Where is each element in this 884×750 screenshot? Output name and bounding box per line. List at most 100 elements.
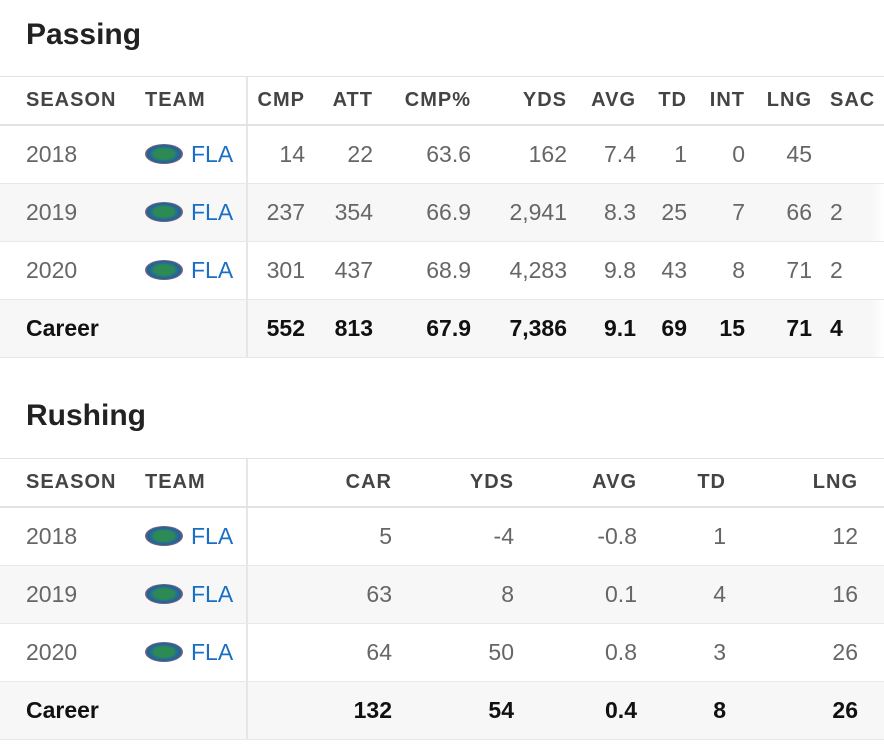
team-abbr[interactable]: FLA [191,523,234,549]
team-abbr[interactable]: FLA [191,639,234,665]
career-row-lng: 71 [786,315,812,341]
column-divider [246,184,248,241]
header-row-yds: YDS [522,89,567,111]
career-row-td: 69 [661,315,687,341]
header-row-avg: AVG [591,89,636,111]
column-divider [246,624,248,681]
table-row-lng: 16 [832,581,858,607]
column-divider [246,682,248,739]
team-link[interactable]: FLA [145,126,233,183]
table-row: 2018 FLA 14 22 63.6 162 7.4 1 0 45 [0,126,884,184]
table-row-lng: 71 [786,257,812,283]
scroll-fade [872,300,884,357]
table-row: 2018 FLA 5 -4 -0.8 1 12 [0,508,884,566]
table-row-int: 7 [732,199,745,225]
table-row-att: 437 [334,257,373,283]
column-divider [246,126,248,183]
career-row-sac: 4 [830,315,843,341]
header-row-team: TEAM [145,89,206,111]
gators-logo-icon [145,525,183,546]
table-row-lng: 45 [786,141,812,167]
rushing-title: Rushing [26,399,146,432]
career-row-yds: 54 [488,697,514,723]
team-abbr[interactable]: FLA [191,581,234,607]
career-row-avg: 9.1 [604,315,636,341]
column-divider [246,459,248,506]
column-divider [246,508,248,565]
table-row-cmp: 14 [279,141,305,167]
table-row-sac: 2 [830,199,843,225]
team-abbr[interactable]: FLA [191,199,234,225]
table-row-yds: 8 [501,581,514,607]
career-row-yds: 7,386 [509,315,567,341]
table-row: 2020 FLA 301 437 68.9 4,283 9.8 43 8 71 2 [0,242,884,300]
gators-logo-icon [145,641,183,662]
header-row-season: SEASON [26,471,117,493]
table-row-lng: 26 [832,639,858,665]
header-row-td: TD [697,471,726,493]
header-row-int: INT [709,89,745,111]
header-row-sac: SAC [830,89,876,111]
table-row-avg: -0.8 [597,523,637,549]
header-row-cmp-pct: CMP% [404,89,471,111]
header-row-lng: LNG [766,89,812,111]
header-row-team: TEAM [145,471,206,493]
table-row-yds: 2,941 [509,199,567,225]
table-row-cmp-pct: 68.9 [426,257,471,283]
table-row-season: 2019 [26,581,78,607]
career-row: Career 132 54 0.4 8 26 [0,682,884,740]
career-row-cmp: 552 [266,315,305,341]
table-row-yds: 4,283 [509,257,567,283]
header-row-att: ATT [332,89,373,111]
header-row-lng: LNG [812,471,858,493]
team-abbr[interactable]: FLA [191,257,234,283]
table-row-car: 63 [366,581,392,607]
table-row-int: 0 [732,141,745,167]
header-row: SEASON TEAM CMP ATT CMP% YDS AVG TD INT LNG SAC [0,76,884,126]
header-row-car: CAR [345,471,392,493]
career-row-cmp-pct: 67.9 [426,315,471,341]
gators-logo-icon [145,259,183,280]
table-row-int: 8 [732,257,745,283]
career-row-att: 813 [334,315,373,341]
career-row-int: 15 [719,315,745,341]
table-row: 2019 FLA 237 354 66.9 2,941 8.3 25 7 66 2 [0,184,884,242]
table-row-yds: 162 [528,141,567,167]
gators-logo-icon [145,583,183,604]
header-row-season: SEASON [26,89,117,111]
header-row: SEASON TEAM CAR YDS AVG TD LNG [0,458,884,508]
gators-logo-icon [145,201,183,222]
table-row-att: 354 [334,199,373,225]
table-row-yds: -4 [493,523,514,549]
team-link[interactable]: FLA [145,184,233,241]
table-row-avg: 8.3 [604,199,636,225]
table-row-cmp-pct: 66.9 [426,199,471,225]
team-link[interactable]: FLA [145,242,233,299]
table-row-td: 43 [661,257,687,283]
rushing-table: SEASON TEAM CAR YDS AVG TD LNG 2018 FLA 5 -4 -0.8 1 1… [0,458,884,740]
team-link[interactable]: FLA [145,508,233,565]
column-divider [246,77,248,124]
table-row-td: 4 [713,581,726,607]
table-row-td: 1 [674,141,687,167]
team-link[interactable]: FLA [145,566,233,623]
table-row-td: 25 [661,199,687,225]
header-row-avg: AVG [592,471,637,493]
table-row-cmp: 301 [266,257,305,283]
header-row-yds: YDS [469,471,514,493]
table-row-cmp-pct: 63.6 [426,141,471,167]
table-row-season: 2020 [26,257,78,283]
table-row-sac: 2 [830,257,843,283]
table-row-avg: 9.8 [604,257,636,283]
table-row-lng: 66 [786,199,812,225]
gators-logo-icon [145,143,183,164]
career-row-lng: 26 [832,697,858,723]
career-row-season: Career [26,697,99,723]
table-row-avg: 0.8 [605,639,637,665]
team-link[interactable]: FLA [145,624,233,681]
team-abbr[interactable]: FLA [191,141,234,167]
table-row-cmp: 237 [266,199,305,225]
table-row-lng: 12 [832,523,858,549]
table-row-season: 2020 [26,639,78,665]
scroll-fade [872,126,884,183]
